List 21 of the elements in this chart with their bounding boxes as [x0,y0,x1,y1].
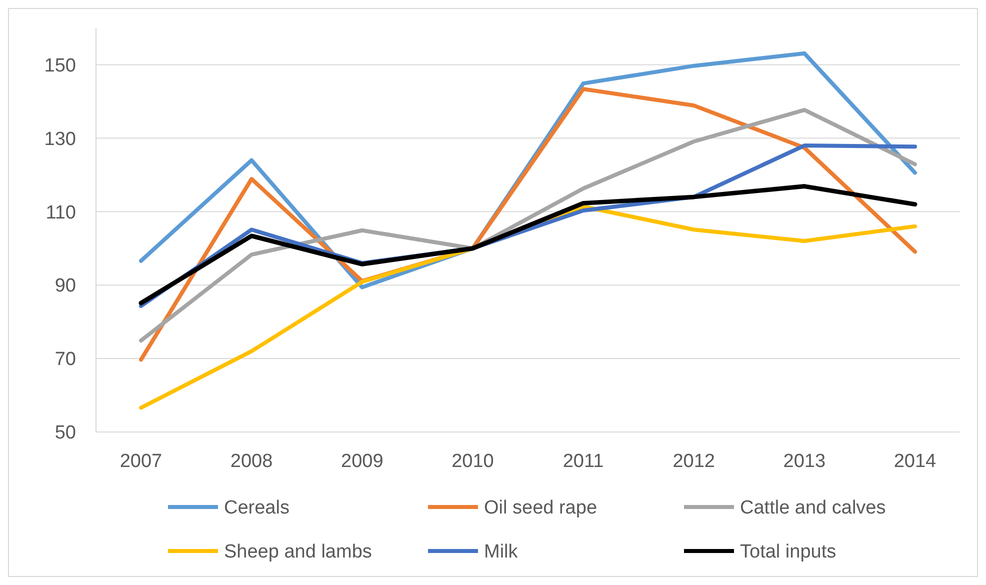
x-tick-label: 2010 [452,451,494,472]
y-tick-label: 50 [54,422,76,444]
legend-label: Milk [484,542,518,563]
line-series [138,184,918,306]
legend-label: Cereals [224,498,290,519]
x-tick-label: 2011 [562,451,604,472]
y-tick-label: 130 [44,128,76,150]
x-tick-label: 2008 [230,451,273,472]
x-tick-label: 2007 [120,451,162,472]
legend-label: Total inputs [740,542,836,563]
legend-label: Oil seed rape [484,498,598,519]
x-tick-label: 2012 [672,451,715,472]
legend-label: Cattle and calves [740,498,886,519]
y-tick-label: 70 [54,349,76,370]
x-tick-label: 2009 [341,451,384,472]
y-tick-label: 90 [54,276,76,297]
x-tick-label: 2014 [894,451,937,472]
legend-label: Sheep and lambs [224,542,372,563]
y-tick-label: 110 [46,202,76,224]
x-tick-label: 2013 [783,451,826,472]
y-tick-label: 150 [44,55,76,76]
